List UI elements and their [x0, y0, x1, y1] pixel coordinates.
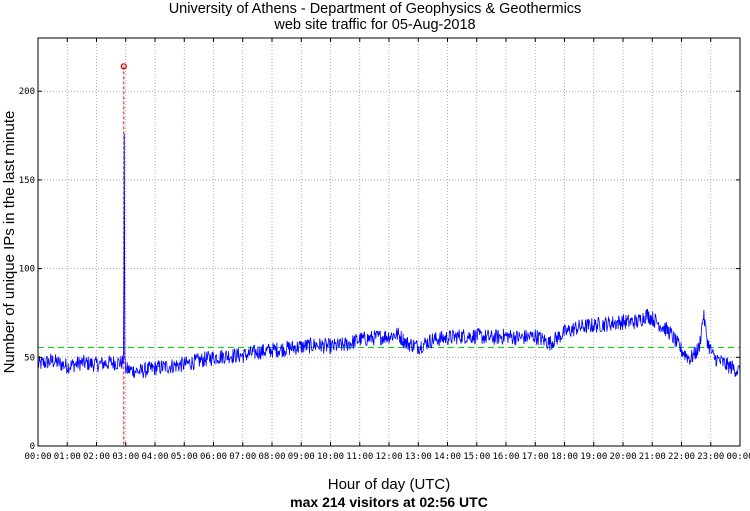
y-axis-label: Number of unique IPs in the last minute: [1, 111, 18, 374]
x-tick-label: 09:00: [288, 452, 315, 462]
x-tick-label: 20:00: [609, 452, 636, 462]
x-tick-label: 15:00: [463, 452, 490, 462]
y-axis-ticks: 0 50 100 150 200: [19, 87, 740, 452]
grid-lines: [38, 38, 740, 446]
y-tick-label: 150: [19, 176, 35, 186]
reference-lines: [38, 66, 740, 446]
chart-subtitle: web site traffic for 05-Aug-2018: [273, 17, 475, 33]
x-tick-label: 03:00: [112, 452, 139, 462]
x-tick-label: 18:00: [551, 452, 578, 462]
x-tick-label: 10:00: [317, 452, 344, 462]
x-tick-label: 01:00: [54, 452, 81, 462]
x-tick-label: 14:00: [434, 452, 461, 462]
x-axis-ticks: 00:00 01:00 02:00 03:00 04:00 05:00 06:00 07:00…: [24, 38, 750, 462]
y-tick-label: 100: [19, 265, 35, 275]
x-tick-label: 19:00: [580, 452, 607, 462]
plot-frame: [37, 37, 741, 447]
x-tick-label: 11:00: [346, 452, 373, 462]
max-annotation: max 214 visitors at 02:56 UTC: [290, 494, 488, 510]
x-tick-label: 00:00: [726, 452, 750, 462]
x-tick-label: 00:00: [24, 452, 51, 462]
x-tick-label: 13:00: [405, 452, 432, 462]
x-tick-label: 16:00: [492, 452, 519, 462]
x-tick-label: 22:00: [668, 452, 695, 462]
x-tick-label: 07:00: [229, 452, 256, 462]
x-tick-label: 04:00: [141, 452, 168, 462]
y-tick-label: 50: [24, 353, 35, 363]
x-axis-label: Hour of day (UTC): [328, 476, 451, 493]
x-tick-label: 23:00: [697, 452, 724, 462]
x-tick-label: 21:00: [639, 452, 666, 462]
traffic-series-line: [37, 133, 741, 379]
series-layer: [37, 63, 741, 379]
x-tick-label: 02:00: [83, 452, 110, 462]
x-tick-label: 12:00: [375, 452, 402, 462]
y-tick-label: 200: [19, 87, 35, 97]
x-tick-label: 17:00: [522, 452, 549, 462]
chart-title: University of Athens - Department of Geo…: [169, 1, 582, 17]
x-tick-label: 08:00: [258, 452, 285, 462]
y-tick-label: 0: [30, 442, 35, 452]
max-point-marker: [120, 63, 127, 70]
x-tick-label: 05:00: [171, 452, 198, 462]
x-tick-label: 06:00: [200, 452, 227, 462]
